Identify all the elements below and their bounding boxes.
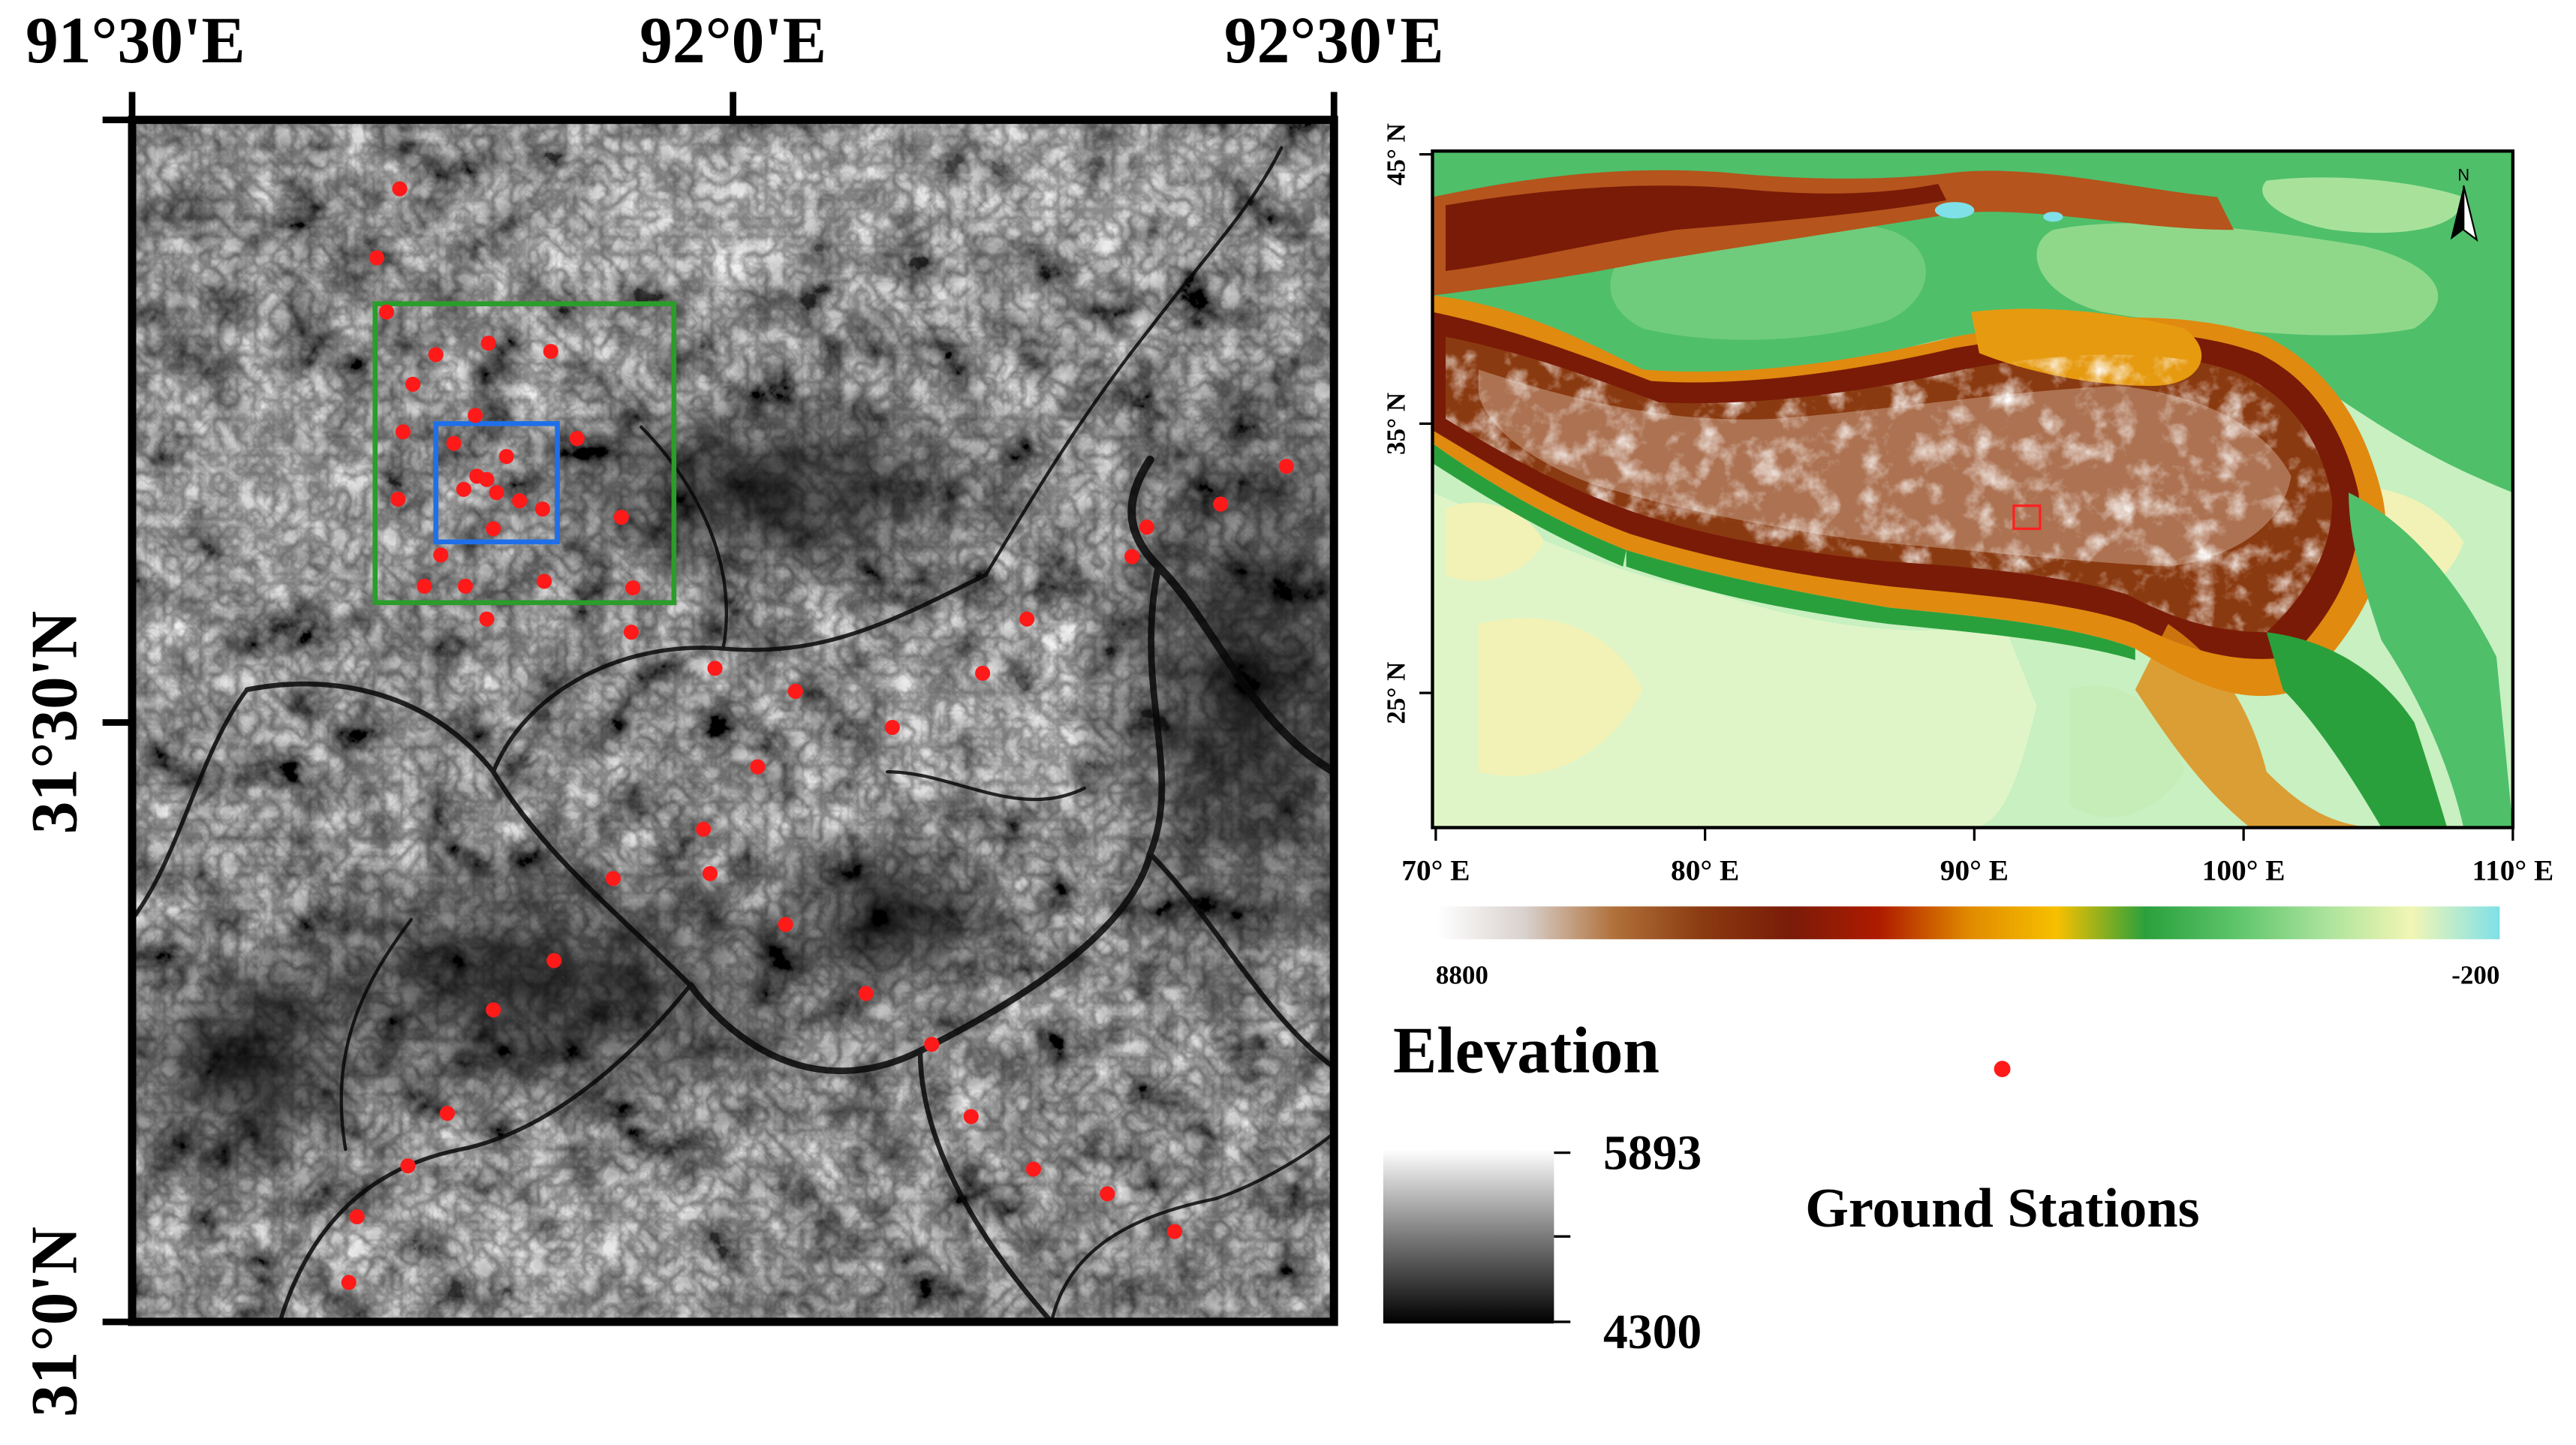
- ground-station-marker: [405, 376, 421, 392]
- ground-station-marker: [625, 580, 641, 596]
- ground-stations: [341, 181, 1294, 1290]
- ground-station-marker: [428, 347, 444, 363]
- ground-station-marker: [498, 449, 514, 465]
- dem-map-ticks: [102, 92, 1338, 1326]
- ground-station-marker: [390, 491, 406, 507]
- svg-text:N: N: [2457, 166, 2469, 185]
- ground-station-marker: [512, 493, 528, 509]
- ground-station-marker: [702, 865, 718, 881]
- inset-terrain: [1432, 151, 2513, 828]
- ground-station-marker: [613, 510, 629, 525]
- lat-label-31-0: 31°0'N: [18, 1227, 91, 1417]
- ground-station-marker: [546, 953, 562, 968]
- colorbar-max-label: 8800: [1436, 960, 1488, 989]
- inset-lon-110: 110° E: [2472, 854, 2554, 887]
- dem-map: 91°30'E 92°0'E 92°30'E 31°30'N 31°0'N: [18, 4, 1444, 1417]
- legend-low-value: 4300: [1603, 1305, 1702, 1359]
- ground-station-marker: [534, 501, 550, 517]
- ground-station-marker: [341, 1275, 357, 1290]
- ground-station-marker: [543, 344, 558, 360]
- inset-lat-25: 25° N: [1381, 662, 1410, 724]
- ground-station-marker: [707, 661, 723, 676]
- study-area-inner-box: [433, 421, 560, 545]
- ground-station-marker: [1100, 1186, 1115, 1202]
- legend-title: Elevation: [1393, 1013, 1660, 1086]
- north-arrow-icon: N: [2450, 166, 2478, 242]
- ground-station-marker: [1025, 1161, 1042, 1177]
- ground-station-marker: [458, 578, 474, 594]
- ground-station-marker: [349, 1209, 365, 1225]
- inset-lon-90: 90° E: [1940, 854, 2009, 887]
- ground-stations-label: Ground Stations: [1805, 1178, 2200, 1239]
- elevation-gray-ramp: [1383, 1149, 1554, 1324]
- inset-lon-100: 100° E: [2202, 854, 2286, 887]
- inset-lon-70: 70° E: [1401, 854, 1470, 887]
- ground-station-marker: [1167, 1224, 1183, 1239]
- study-area-highlight: [2012, 504, 2042, 531]
- ground-station-marker: [924, 1037, 940, 1052]
- lat-label-31-30: 31°30'N: [18, 611, 91, 835]
- colorbar-min-label: -200: [2451, 960, 2499, 989]
- ground-station-marker: [537, 573, 552, 589]
- ground-station-marker: [1213, 496, 1229, 512]
- ground-station-marker: [489, 485, 504, 501]
- lon-label-91-30: 91°30'E: [26, 4, 245, 77]
- ground-station-marker: [858, 986, 874, 1001]
- ground-station-marker: [1124, 549, 1140, 564]
- ground-station-marker: [975, 665, 991, 681]
- ground-station-marker: [623, 625, 639, 640]
- ground-station-marker: [395, 424, 411, 440]
- ground-station-marker: [963, 1109, 979, 1124]
- ground-station-legend-marker: [1994, 1061, 2011, 1077]
- lon-label-92-30: 92°30'E: [1224, 4, 1444, 77]
- colorbar-gradient: [1437, 906, 2500, 940]
- inset-map: 70° E 80° E 90° E 100° E 110° E 45° N 35…: [1381, 123, 2553, 887]
- ground-station-marker: [778, 917, 793, 932]
- elevation-colorbar: 8800 -200: [1436, 906, 2500, 989]
- ground-station-marker: [1278, 459, 1294, 474]
- ground-station-marker: [392, 181, 408, 197]
- inset-lat-45: 45° N: [1381, 123, 1410, 185]
- study-area-outer-box: [372, 301, 677, 606]
- ground-station-marker: [439, 1106, 456, 1121]
- ground-station-marker: [486, 1002, 501, 1018]
- ground-station-marker: [1019, 611, 1035, 627]
- ground-station-marker: [569, 431, 585, 447]
- inset-ticks: [1419, 152, 2514, 841]
- inset-lat-35: 35° N: [1381, 393, 1410, 455]
- ground-station-marker: [379, 304, 395, 320]
- lon-label-92-0: 92°0'E: [639, 4, 826, 77]
- legend: Elevation 5893 4300 Ground Stations: [1383, 1013, 2200, 1359]
- ground-station-marker: [1139, 519, 1154, 535]
- ground-station-marker: [369, 250, 384, 266]
- ground-station-marker: [417, 578, 432, 594]
- ground-station-marker: [479, 611, 495, 627]
- ground-station-marker: [468, 408, 483, 423]
- dem-terrain: [132, 119, 1335, 1322]
- ground-station-marker: [605, 871, 621, 887]
- ground-station-marker: [696, 821, 712, 837]
- ground-station-marker: [400, 1158, 416, 1174]
- ground-station-marker: [787, 683, 803, 699]
- ground-station-marker: [456, 481, 471, 497]
- ground-station-marker: [469, 468, 485, 484]
- ground-station-marker: [486, 521, 501, 537]
- ground-station-marker: [750, 759, 766, 775]
- legend-high-value: 5893: [1603, 1127, 1702, 1181]
- ground-station-marker: [480, 336, 496, 351]
- inset-lon-80: 80° E: [1671, 854, 1739, 887]
- ground-station-marker: [884, 720, 900, 736]
- ground-station-marker: [446, 435, 462, 451]
- ground-station-marker: [433, 547, 449, 563]
- inset-frame: [1431, 149, 2515, 829]
